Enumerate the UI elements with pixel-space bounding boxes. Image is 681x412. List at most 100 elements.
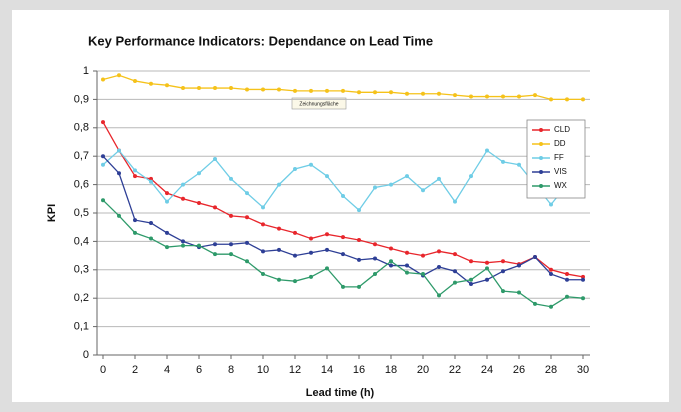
point [533,93,537,98]
point [261,272,265,277]
legend-label: VIS [554,167,567,176]
point [149,179,153,184]
point [197,86,201,91]
point [405,270,409,275]
point [309,88,313,93]
point [261,205,265,210]
point [565,294,569,299]
y-tick-label: 0,2 [74,292,89,304]
y-tick-label: 0,8 [74,122,89,134]
point [133,174,137,179]
point [341,193,345,198]
point [485,277,489,282]
point [357,237,361,242]
point [517,263,521,268]
x-tick-label: 8 [228,364,234,376]
point [517,290,521,295]
point [277,277,281,282]
legend-marker [539,142,543,146]
point [389,182,393,187]
y-tick-label: 0,7 [74,150,89,162]
point [437,249,441,254]
point [549,202,553,207]
point [261,249,265,254]
point [133,218,137,223]
point [469,94,473,99]
point [149,176,153,181]
point [501,94,505,99]
legend-label: WX [554,181,568,190]
point [469,277,473,282]
legend-marker [539,170,543,174]
x-tick-label: 0 [100,364,106,376]
point [453,199,457,204]
point [101,162,105,167]
y-tick-label: 0 [83,349,89,361]
point [581,296,585,301]
point [101,77,105,82]
point [293,88,297,93]
point [421,91,425,96]
point [517,94,521,99]
point [421,272,425,277]
point [485,94,489,99]
x-tick-label: 10 [257,364,269,376]
x-tick-label: 24 [481,364,493,376]
point [277,247,281,252]
point [469,282,473,286]
point [165,245,169,250]
point [485,148,489,153]
point [181,243,185,248]
x-tick-label: 20 [417,364,429,376]
point [149,81,153,86]
point [549,267,553,272]
point [117,171,121,176]
point [229,242,233,247]
point [373,185,377,190]
point [149,236,153,241]
x-tick-label: 22 [449,364,461,376]
point [373,90,377,95]
point [453,269,457,274]
point [565,97,569,102]
point [293,253,297,258]
legend-label: CLD [554,125,570,134]
point [213,252,217,257]
point [405,174,409,179]
point [405,91,409,96]
legend-box [526,119,586,199]
point [261,222,265,227]
legend-marker [539,128,543,132]
x-tick-label: 28 [545,364,557,376]
chart-title: Key Performance Indicators: Dependance o… [88,33,433,48]
annotation-box [291,97,347,110]
point [437,264,441,269]
y-tick-label: 0,5 [74,207,89,219]
point [149,220,153,225]
x-tick-label: 4 [164,364,170,376]
point [389,246,393,251]
legend-marker [539,156,543,160]
point [485,266,489,271]
point [581,274,585,279]
point [229,252,233,257]
x-tick-label: 26 [513,364,525,376]
x-tick-label: 2 [132,364,138,376]
point [373,256,377,261]
point [325,232,329,237]
panel [12,10,669,402]
point [581,277,585,282]
x-tick-label: 30 [577,364,589,376]
x-tick-label: 16 [353,364,365,376]
x-axis-label: Lead time (h) [306,387,375,399]
point [117,148,121,153]
x-tick-label: 12 [289,364,301,376]
point [309,162,313,167]
x-tick-label: 6 [196,364,202,376]
point [357,257,361,262]
point [229,176,233,181]
point [325,88,329,93]
point [469,174,473,179]
point [213,157,217,162]
point [421,253,425,258]
